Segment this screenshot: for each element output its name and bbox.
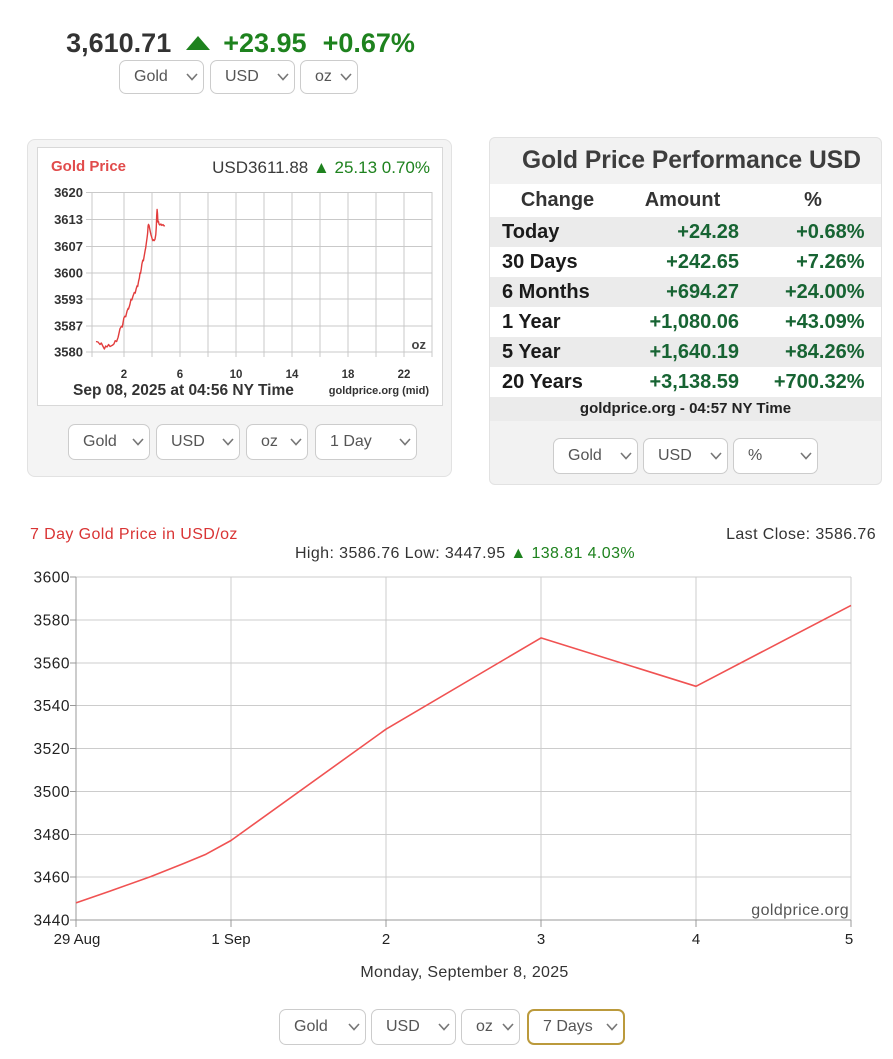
svg-text:4: 4 (692, 931, 700, 948)
svg-text:goldprice.org: goldprice.org (751, 902, 849, 919)
svg-text:3580: 3580 (54, 345, 83, 360)
svg-text:3607: 3607 (54, 239, 83, 254)
svg-text:18: 18 (342, 369, 355, 381)
svg-text:3: 3 (537, 931, 545, 948)
svg-text:3600: 3600 (54, 266, 83, 281)
svg-text:6: 6 (177, 369, 183, 381)
svg-text:3540: 3540 (34, 698, 70, 715)
svg-text:3500: 3500 (34, 784, 70, 801)
svg-text:3440: 3440 (34, 913, 70, 930)
svg-text:3560: 3560 (34, 655, 70, 672)
svg-text:1 Sep: 1 Sep (211, 931, 250, 948)
svg-text:3580: 3580 (34, 613, 70, 630)
svg-text:3613: 3613 (54, 212, 83, 227)
svg-text:14: 14 (286, 369, 299, 381)
svg-text:oz: oz (412, 337, 427, 352)
svg-text:3593: 3593 (54, 292, 83, 307)
svg-text:5: 5 (845, 931, 853, 948)
svg-text:10: 10 (230, 369, 243, 381)
svg-text:29 Aug: 29 Aug (54, 931, 101, 948)
svg-text:2: 2 (121, 369, 127, 381)
svg-text:3587: 3587 (54, 319, 83, 334)
svg-text:3600: 3600 (34, 570, 70, 587)
svg-text:3460: 3460 (34, 870, 70, 887)
svg-text:22: 22 (398, 369, 411, 381)
svg-text:2: 2 (382, 931, 390, 948)
svg-text:3620: 3620 (54, 185, 83, 200)
svg-text:3520: 3520 (34, 741, 70, 758)
svg-text:3480: 3480 (34, 827, 70, 844)
